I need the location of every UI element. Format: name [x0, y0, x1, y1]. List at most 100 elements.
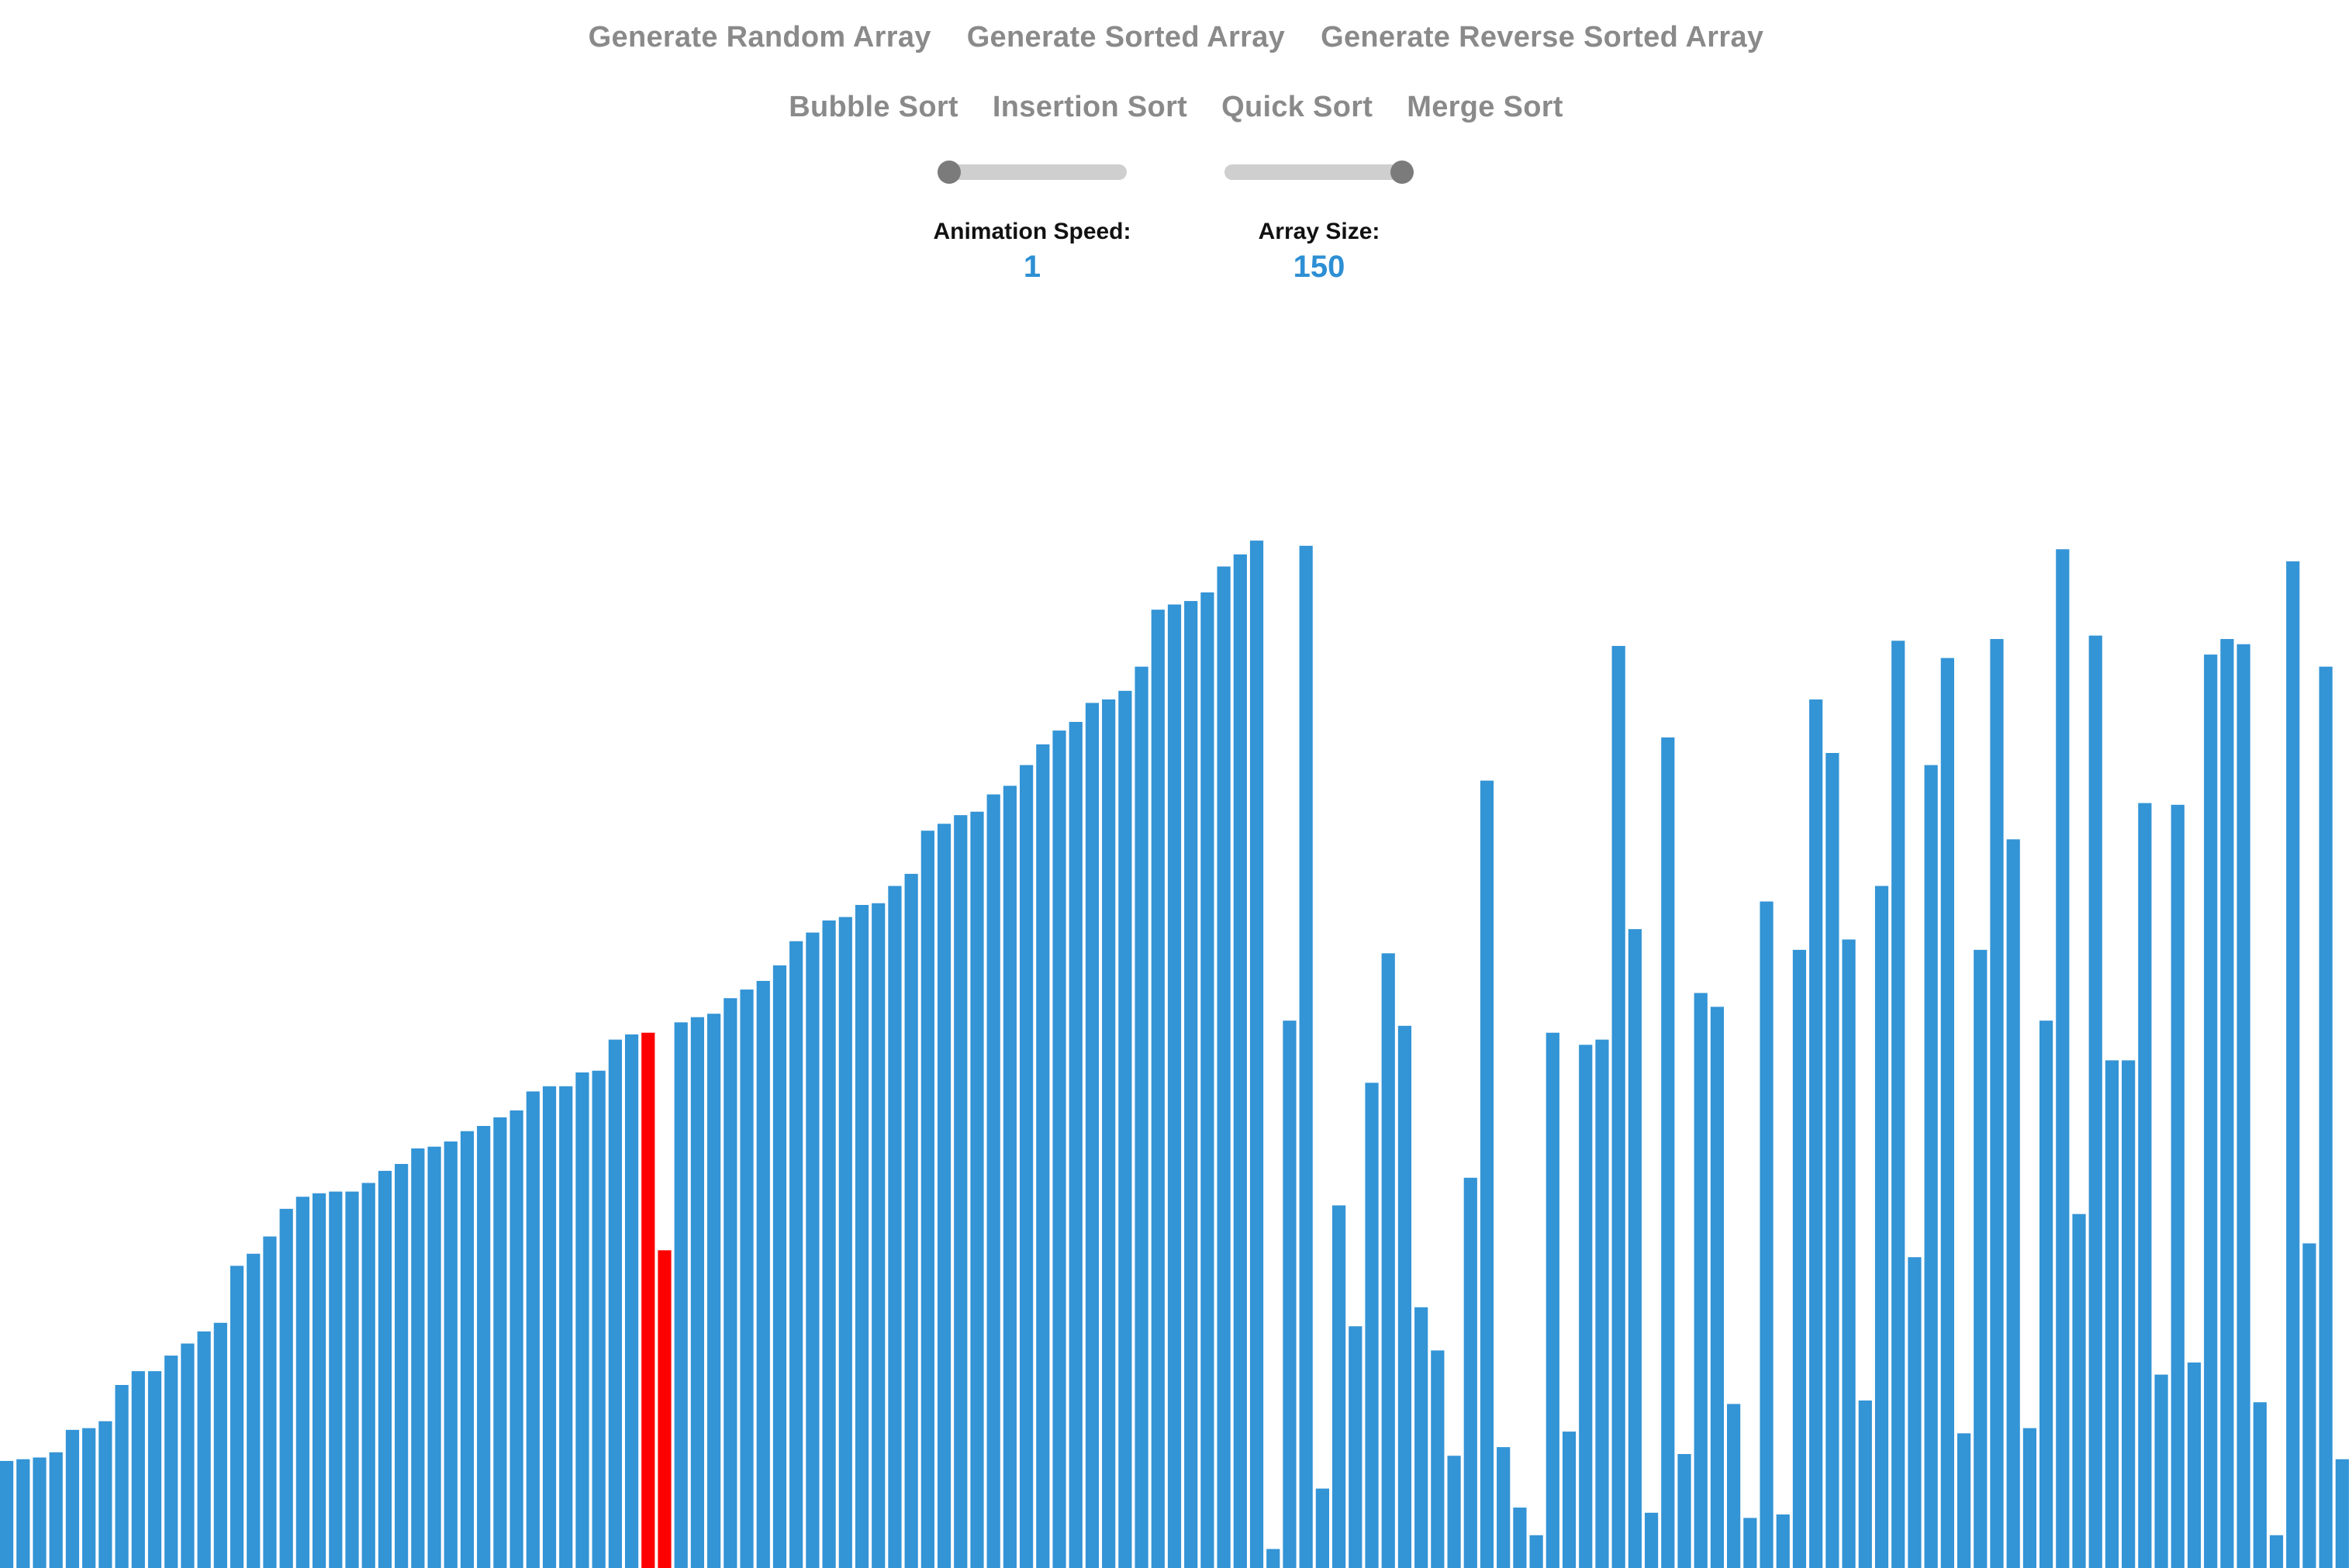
array-bar [740, 989, 754, 1568]
array-bar [1990, 639, 2004, 1568]
generate-buttons-row: Generate Random Array Generate Sorted Ar… [0, 14, 2352, 60]
bubble-sort-button[interactable]: Bubble Sort [789, 90, 958, 123]
array-bar [2056, 549, 2070, 1568]
array-bar [2022, 1428, 2037, 1568]
array-bar [1102, 699, 1116, 1568]
array-bar-highlighted [658, 1250, 672, 1568]
array-bar [1414, 1307, 1428, 1568]
array-bar [1447, 1456, 1461, 1568]
array-bar [460, 1131, 475, 1568]
array-bar [1858, 1400, 1872, 1568]
array-bar [1480, 780, 1494, 1568]
array-bar [624, 1034, 639, 1568]
array-bar [1397, 1025, 1412, 1568]
array-bar [937, 824, 952, 1568]
array-bar [1874, 886, 1889, 1568]
array-size-label: Array Size: [1258, 219, 1380, 244]
array-bar [1760, 901, 1773, 1568]
array-bar [1200, 592, 1214, 1568]
array-bar [1957, 1433, 1971, 1568]
array-bar [904, 873, 918, 1568]
array-bar [1579, 1045, 1593, 1568]
array-bar [1151, 610, 1165, 1568]
array-bar [1677, 1454, 1691, 1568]
array-bar [1135, 666, 1148, 1568]
array-bar [2039, 1021, 2053, 1568]
animation-speed-slider-thumb[interactable] [938, 161, 961, 184]
array-bar [0, 1460, 14, 1568]
array-bar [263, 1236, 277, 1568]
array-bar [213, 1322, 227, 1568]
generate-reverse-sorted-array-button[interactable]: Generate Reverse Sorted Array [1321, 20, 1764, 54]
array-bar [1266, 1549, 1280, 1568]
array-bar [2122, 1060, 2136, 1568]
array-bar [1233, 554, 1247, 1568]
array-bar [1974, 949, 1988, 1568]
array-bar [559, 1086, 573, 1568]
array-bar [82, 1428, 96, 1568]
array-bar [345, 1191, 359, 1568]
array-bar [1020, 765, 1034, 1568]
array-bar [477, 1125, 491, 1568]
array-bar [1381, 953, 1395, 1568]
sort-buttons-row: Bubble Sort Insertion Sort Quick Sort Me… [0, 84, 2352, 130]
array-bar [33, 1457, 47, 1568]
array-bar [1529, 1535, 1543, 1568]
array-bar [1710, 1007, 1725, 1568]
array-bar [2171, 804, 2184, 1568]
array-bar [772, 965, 787, 1568]
array-bar [707, 1014, 721, 1568]
array-bar [131, 1371, 145, 1568]
array-bar [2072, 1214, 2086, 1568]
array-bar [724, 998, 737, 1568]
array-bar [1743, 1518, 1757, 1568]
array-bar-highlighted [641, 1032, 655, 1568]
array-bar [16, 1459, 30, 1568]
generate-sorted-array-button[interactable]: Generate Sorted Array [966, 20, 1286, 54]
array-bar [1184, 601, 1198, 1568]
array-bar [147, 1371, 162, 1568]
array-bar [575, 1072, 589, 1568]
array-bar [1167, 604, 1182, 1568]
animation-speed-label: Animation Speed: [933, 219, 1131, 244]
array-bar [1431, 1350, 1445, 1568]
array-bar [1644, 1512, 1659, 1568]
array-bar [608, 1039, 622, 1568]
array-bar [2105, 1060, 2119, 1568]
array-bar [1085, 703, 1100, 1568]
array-bar [855, 904, 869, 1568]
array-bar [1217, 566, 1231, 1568]
merge-sort-button[interactable]: Merge Sort [1407, 90, 1563, 123]
generate-random-array-button[interactable]: Generate Random Array [588, 20, 931, 54]
array-bar [888, 886, 902, 1568]
array-bar [247, 1253, 261, 1568]
array-bar [806, 932, 820, 1568]
quick-sort-button[interactable]: Quick Sort [1221, 90, 1373, 123]
array-bar [1365, 1083, 1379, 1568]
array-bar [1052, 730, 1066, 1568]
array-bar [1776, 1514, 1790, 1568]
animation-speed-slider[interactable] [938, 161, 1127, 184]
array-bar [2204, 654, 2218, 1568]
array-bar [427, 1146, 441, 1568]
array-bar [1924, 765, 1938, 1568]
array-bar [838, 917, 852, 1568]
array-bar [2220, 639, 2234, 1568]
array-bar [115, 1384, 129, 1568]
array-bar [329, 1191, 343, 1568]
array-bar [1825, 753, 1839, 1568]
array-bar [395, 1163, 409, 1568]
array-bar [1315, 1488, 1329, 1568]
array-bar [1546, 1032, 1559, 1568]
insertion-sort-button[interactable]: Insertion Sort [992, 90, 1188, 123]
array-bar [444, 1141, 458, 1568]
array-bar [1036, 744, 1050, 1568]
array-bar [954, 815, 968, 1568]
array-size-slider[interactable] [1224, 161, 1414, 184]
array-bar [542, 1086, 557, 1568]
array-bar [2187, 1363, 2202, 1568]
array-size-slider-thumb[interactable] [1390, 161, 1414, 184]
array-bar [1118, 690, 1132, 1568]
array-bar [970, 811, 984, 1568]
array-bar [98, 1421, 112, 1568]
